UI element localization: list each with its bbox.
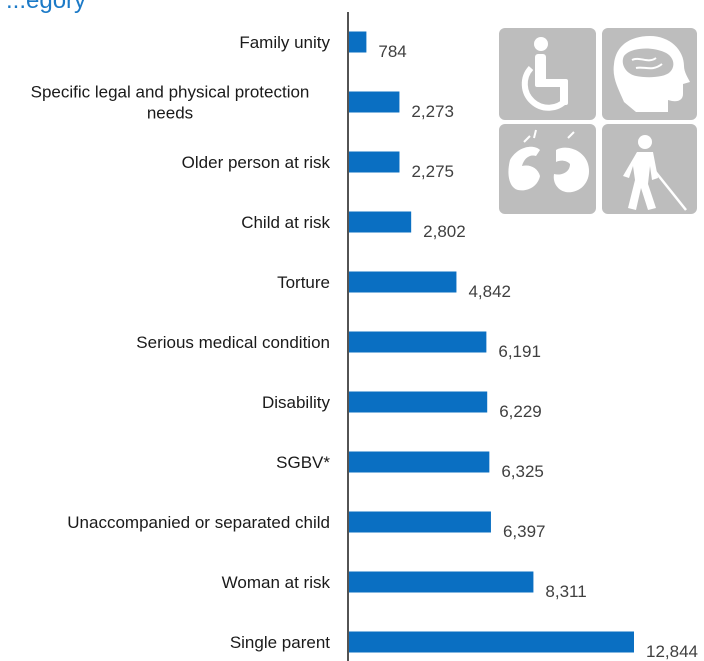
value-label: 6,325 [501, 462, 544, 481]
category-label: Child at risk [241, 213, 330, 232]
bar [349, 511, 491, 533]
plot-area: 784 2,273 2,275 2,802 4,842 6,191 6,229 6,325 6,… [31, 31, 698, 661]
category-label: Older person at risk [182, 153, 331, 172]
sign-language-icon [499, 124, 596, 214]
category-label: Torture [277, 273, 330, 292]
category-label: Unaccompanied or separated child [67, 513, 330, 532]
category-label: Single parent [230, 633, 330, 652]
value-label: 6,229 [499, 402, 542, 421]
wheelchair-icon [499, 28, 596, 120]
value-label: 2,275 [411, 162, 454, 181]
bar [349, 571, 534, 593]
value-label: 6,191 [498, 342, 541, 361]
category-label: Family unity [239, 33, 330, 52]
bar [349, 391, 488, 413]
brain-head-icon [602, 28, 697, 120]
category-label: Woman at risk [222, 573, 331, 592]
chart-title: ...egory [6, 0, 87, 14]
category-label: Serious medical condition [136, 333, 330, 352]
bar [349, 91, 400, 113]
value-label: 2,802 [423, 222, 466, 241]
category-label: Disability [262, 393, 331, 412]
value-label: 4,842 [468, 282, 511, 301]
bar [349, 271, 457, 293]
bar [349, 451, 490, 473]
value-label: 12,844 [646, 642, 698, 661]
bar [349, 151, 400, 173]
icon-panel [499, 28, 697, 214]
blind-person-cane-icon [602, 124, 697, 214]
value-label: 8,311 [545, 582, 586, 601]
bar [349, 331, 487, 353]
value-label: 784 [378, 42, 406, 61]
value-label: 6,397 [503, 522, 546, 541]
bar [349, 211, 412, 233]
bar [349, 31, 367, 53]
bar [349, 631, 634, 653]
category-label: Specific legal and physical protection ne… [31, 83, 310, 123]
category-label: SGBV* [276, 453, 330, 472]
value-label: 2,273 [411, 102, 454, 121]
